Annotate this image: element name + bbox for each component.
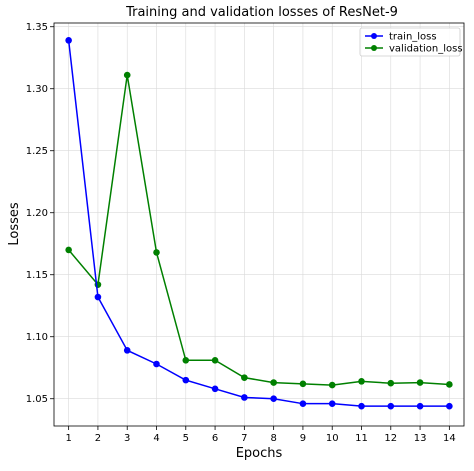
y-tick-label: 1.15	[26, 270, 48, 281]
x-tick-label: 9	[300, 433, 306, 444]
train-loss-point	[241, 394, 248, 401]
train-loss-point	[358, 402, 365, 410]
validation-loss-point	[241, 374, 248, 381]
validation-loss-point	[182, 356, 190, 364]
train-loss-point	[416, 402, 424, 410]
validation-loss-point	[65, 246, 72, 254]
validation-loss-point	[446, 381, 453, 388]
validation-loss-point	[358, 378, 365, 385]
train-loss-point	[270, 395, 277, 403]
validation-loss-point	[270, 379, 277, 386]
validation-loss-point	[387, 379, 395, 387]
x-tick-label: 10	[326, 433, 339, 444]
series	[65, 37, 453, 410]
y-tick-label: 1.25	[26, 146, 48, 157]
validation-loss-point	[123, 71, 131, 79]
x-tick-label: 11	[355, 433, 368, 444]
validation-loss-point	[153, 249, 160, 256]
grid	[54, 23, 464, 426]
plot-frame	[53, 22, 465, 427]
legend-label-validation-loss: validation_loss	[389, 44, 463, 55]
train-loss-point	[153, 360, 160, 368]
train-loss-point	[65, 37, 72, 44]
train-loss-point	[182, 376, 190, 384]
train-loss-point	[328, 400, 336, 407]
x-tick-label: 13	[414, 433, 427, 444]
x-tick-label: 4	[153, 433, 159, 444]
validation-loss-point	[299, 380, 307, 388]
train-loss-point	[299, 400, 307, 407]
y-tick-label: 1.30	[26, 84, 48, 95]
y-axis: 1.05 1.10 1.15 1.20 1.25 1.30 1.35	[26, 22, 54, 405]
legend-label-train-loss: train_loss	[389, 32, 437, 43]
x-tick-label: 2	[95, 433, 101, 444]
x-tick-label: 3	[124, 433, 130, 444]
y-axis-label: Losses	[7, 202, 22, 246]
x-tick-label: 12	[384, 433, 397, 444]
validation-loss-point	[416, 379, 424, 386]
train-loss-point	[446, 402, 453, 410]
x-tick-label: 8	[270, 433, 276, 444]
x-tick-label: 14	[443, 433, 456, 444]
validation-loss-line	[68, 74, 450, 386]
validation-loss-point	[211, 356, 219, 364]
x-tick-label: 7	[241, 433, 247, 444]
x-tick-label: 5	[183, 433, 189, 444]
x-tick-label: 6	[212, 433, 218, 444]
x-axis-label: Epochs	[236, 446, 283, 461]
chart-title: Training and validation losses of ResNet…	[125, 5, 398, 20]
y-tick-label: 1.10	[26, 332, 48, 343]
validation-loss-point	[328, 381, 336, 389]
x-axis: 1 2 3 4 5 6 7 8 9 10 11 12 13 14	[65, 426, 456, 444]
legend-marker-train-loss	[371, 33, 377, 39]
train-loss-point	[387, 402, 395, 410]
train-loss-point	[211, 385, 219, 393]
y-tick-label: 1.05	[26, 394, 48, 405]
y-tick-label: 1.35	[26, 22, 48, 33]
x-tick-label: 1	[65, 433, 71, 444]
train-loss-point	[123, 347, 131, 354]
legend-marker-validation-loss	[371, 45, 377, 51]
legend-box	[359, 27, 461, 57]
y-tick-label: 1.20	[26, 208, 48, 219]
train-loss-point	[94, 293, 102, 301]
train-loss-line	[67, 40, 450, 407]
